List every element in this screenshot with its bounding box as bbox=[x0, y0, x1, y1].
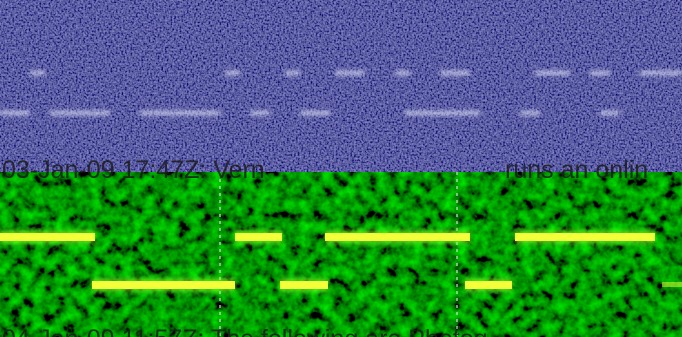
blue-panel-noise bbox=[0, 0, 682, 172]
caption: 04-Jan-09 11:57Z: The following are Phot… bbox=[2, 325, 488, 337]
caption: 03-Jan-09 17:47Z: Vern bbox=[2, 156, 265, 184]
green-panel-traces bbox=[0, 233, 682, 289]
caption: runs an onlin bbox=[505, 156, 648, 184]
green-panel-noise bbox=[0, 172, 682, 337]
blue-panel-traces bbox=[0, 71, 682, 115]
